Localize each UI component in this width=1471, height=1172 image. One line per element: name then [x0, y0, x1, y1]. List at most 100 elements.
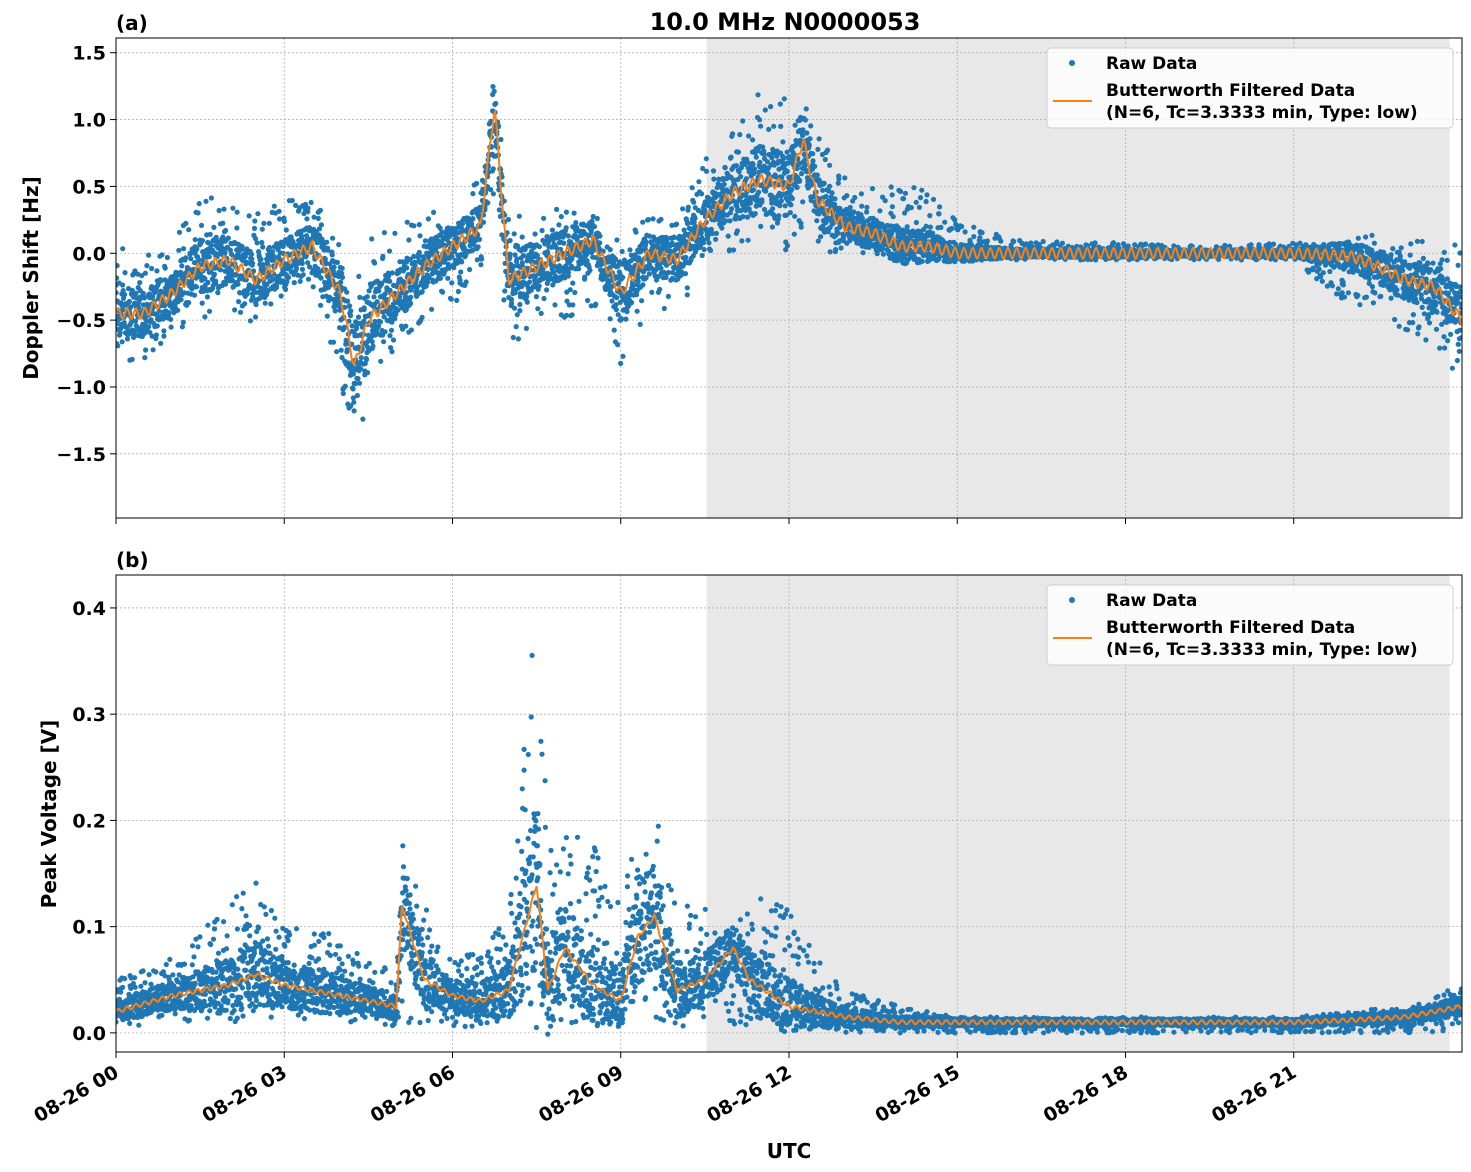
raw-point: [324, 313, 330, 319]
raw-point: [293, 265, 300, 272]
raw-point: [627, 264, 633, 270]
raw-point: [692, 214, 698, 220]
raw-point: [1040, 238, 1046, 245]
raw-point: [620, 274, 626, 280]
raw-point: [379, 280, 385, 286]
raw-point: [141, 295, 147, 301]
raw-point: [798, 224, 804, 230]
raw-point: [847, 204, 853, 211]
raw-point: [139, 273, 145, 279]
raw-point: [551, 269, 557, 276]
raw-point: [552, 302, 558, 308]
raw-point: [305, 260, 311, 266]
raw-point: [356, 380, 363, 386]
raw-point: [375, 323, 382, 329]
raw-point: [752, 211, 758, 217]
raw-point: [511, 231, 517, 237]
raw-point: [490, 166, 496, 172]
raw-point: [323, 261, 329, 267]
raw-point: [234, 225, 240, 231]
raw-point: [593, 255, 599, 261]
raw-point: [701, 246, 707, 253]
raw-point: [220, 220, 226, 226]
raw-point: [723, 218, 729, 224]
panel-a: (a) 10.0 MHz N0000053 Doppler Shift [Hz]: [19, 8, 920, 380]
raw-point: [640, 282, 646, 288]
raw-point: [208, 195, 214, 201]
raw-point: [262, 300, 268, 306]
raw-point: [633, 229, 639, 235]
raw-point: [252, 314, 259, 320]
panel-label-b: (b): [116, 548, 149, 572]
raw-point: [370, 343, 376, 349]
raw-point: [412, 259, 418, 265]
raw-point: [162, 265, 168, 271]
raw-point: [324, 239, 330, 245]
raw-point: [618, 316, 625, 322]
raw-point: [864, 209, 870, 215]
raw-point: [699, 191, 705, 197]
raw-point: [168, 324, 174, 330]
raw-point: [623, 316, 629, 322]
raw-point: [457, 277, 463, 283]
raw-point: [682, 271, 689, 277]
raw-point: [584, 258, 590, 264]
raw-point: [759, 199, 765, 205]
raw-point: [344, 347, 350, 353]
raw-point: [283, 227, 289, 233]
raw-point: [118, 325, 124, 331]
raw-point: [635, 278, 641, 285]
raw-point: [216, 207, 222, 214]
raw-point: [120, 282, 126, 288]
raw-point: [242, 301, 248, 307]
raw-point: [835, 230, 841, 236]
raw-point: [243, 277, 249, 283]
raw-point: [685, 204, 691, 210]
raw-point: [736, 169, 742, 175]
raw-point: [191, 292, 198, 298]
raw-point: [681, 227, 687, 233]
raw-point: [810, 158, 816, 164]
raw-point: [429, 306, 435, 312]
raw-point: [519, 234, 525, 240]
raw-point: [609, 298, 615, 304]
raw-point: [563, 209, 570, 215]
raw-point: [778, 123, 784, 129]
raw-point: [369, 339, 375, 345]
raw-point: [211, 271, 217, 277]
raw-point: [259, 239, 265, 246]
raw-point: [823, 193, 829, 200]
raw-point: [315, 215, 321, 221]
raw-point: [764, 159, 771, 165]
raw-point: [360, 416, 366, 422]
raw-point: [701, 240, 707, 246]
raw-point: [743, 192, 749, 199]
raw-point: [332, 308, 338, 314]
raw-point: [498, 136, 504, 143]
raw-point: [136, 304, 142, 310]
raw-point: [860, 250, 866, 256]
raw-point: [501, 297, 507, 303]
raw-point: [203, 198, 209, 204]
raw-point: [563, 225, 569, 231]
raw-point: [186, 227, 192, 233]
raw-point: [629, 300, 635, 306]
raw-point: [758, 123, 764, 129]
y-axis-label-b: Peak Voltage [V]: [37, 720, 61, 909]
raw-point: [650, 216, 656, 222]
raw-point: [120, 307, 126, 313]
raw-point: [211, 224, 217, 230]
raw-point: [729, 206, 735, 212]
raw-point: [858, 191, 865, 197]
raw-point: [708, 226, 715, 232]
raw-point: [750, 161, 756, 167]
y-axis-label-a: Doppler Shift [Hz]: [19, 176, 43, 380]
raw-point: [760, 144, 766, 150]
raw-point: [880, 251, 887, 257]
raw-point: [952, 217, 958, 223]
raw-point: [289, 197, 295, 204]
raw-point: [271, 203, 277, 209]
raw-point: [713, 230, 720, 236]
raw-point: [266, 220, 272, 226]
raw-point: [225, 235, 231, 241]
